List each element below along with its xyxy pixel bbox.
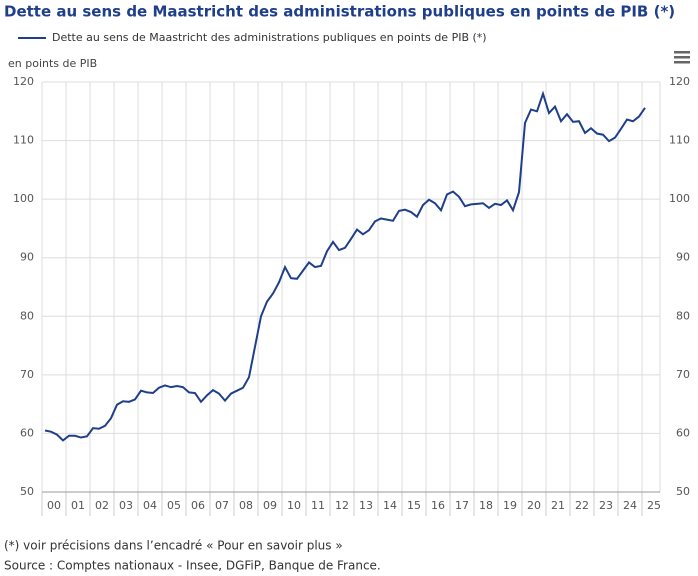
chart-title: Dette au sens de Maastricht des administ…: [4, 3, 675, 21]
y-tick-label-right: 120: [669, 75, 690, 88]
x-tick-label: 18: [479, 499, 493, 512]
y-tick-label-right: 90: [676, 251, 690, 264]
y-tick-label: 50: [20, 485, 34, 498]
y-tick-label: 120: [13, 75, 34, 88]
x-tick-label: 08: [239, 499, 253, 512]
x-tick-label: 12: [335, 499, 349, 512]
data-line: [44, 90, 646, 442]
footnote: (*) voir précisions dans l’encadré « Pou…: [4, 539, 343, 553]
x-tick-label: 25: [647, 499, 661, 512]
x-tick-label: 22: [575, 499, 589, 512]
y-tick-label-right: 50: [676, 485, 690, 498]
x-tick-label: 01: [71, 499, 85, 512]
y-tick-label: 60: [20, 426, 34, 439]
x-tick-label: 05: [167, 499, 181, 512]
y-tick-label: 90: [20, 251, 34, 264]
x-tick-label: 19: [503, 499, 517, 512]
x-tick-label: 23: [599, 499, 613, 512]
x-tick-label: 02: [95, 499, 109, 512]
y-tick-label-right: 60: [676, 426, 690, 439]
x-tick-label: 15: [407, 499, 421, 512]
y-tick-label: 80: [20, 309, 34, 322]
y-axis-label: en points de PIB: [8, 57, 97, 70]
x-tick-label: 21: [551, 499, 565, 512]
legend-label[interactable]: Dette au sens de Maastricht des administ…: [52, 31, 487, 44]
source: Source : Comptes nationaux - Insee, DGFi…: [4, 559, 381, 573]
y-tick-label: 110: [13, 134, 34, 147]
x-tick-label: 17: [455, 499, 469, 512]
x-tick-label: 09: [263, 499, 277, 512]
x-tick-label: 04: [143, 499, 157, 512]
x-tick-label: 10: [287, 499, 301, 512]
x-tick-label: 03: [119, 499, 133, 512]
menu-icon[interactable]: [674, 51, 690, 64]
x-tick-label: 16: [431, 499, 445, 512]
x-tick-label: 06: [191, 499, 205, 512]
y-tick-label-right: 80: [676, 309, 690, 322]
y-tick-label-right: 110: [669, 134, 690, 147]
y-tick-label: 100: [13, 192, 34, 205]
y-tick-label-right: 70: [676, 368, 690, 381]
x-tick-label: 14: [383, 499, 397, 512]
y-tick-label: 70: [20, 368, 34, 381]
x-tick-label: 11: [311, 499, 325, 512]
x-tick-label: 07: [215, 499, 229, 512]
x-tick-label: 20: [527, 499, 541, 512]
x-tick-label: 24: [623, 499, 637, 512]
y-tick-label-right: 100: [669, 192, 690, 205]
x-tick-label: 13: [359, 499, 373, 512]
x-tick-label: 00: [47, 499, 61, 512]
